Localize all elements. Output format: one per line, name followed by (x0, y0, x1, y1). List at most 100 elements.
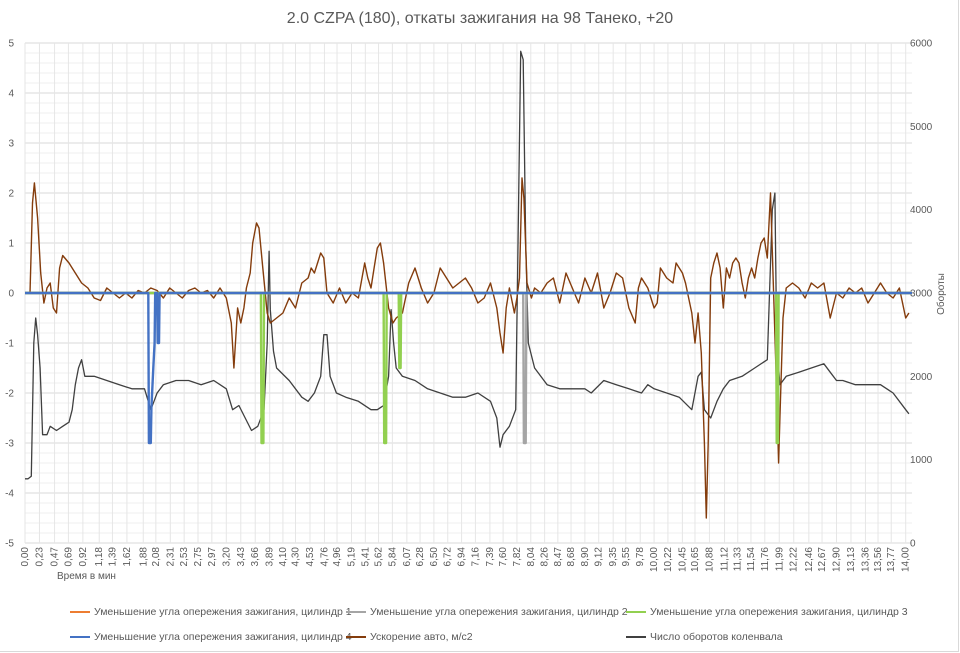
legend-item-rpm: Число оборотов коленвала (626, 631, 783, 643)
x-tick-label: 0,69 (63, 547, 74, 567)
x-tick-label: 5,19 (346, 547, 357, 567)
left-tick-label: -2 (5, 389, 14, 400)
legend-swatch (70, 611, 90, 613)
series-lines (25, 50, 912, 519)
left-tick-label: 3 (8, 139, 14, 150)
x-tick-label: 10,45 (677, 547, 688, 572)
right-tick-label: 3000 (910, 289, 933, 300)
legend-label: Число оборотов коленвала (650, 631, 783, 643)
x-tick-label: 13,36 (860, 547, 871, 572)
x-tick-label: 5,62 (374, 547, 385, 567)
x-tick-label: 11,33 (733, 547, 744, 572)
x-tick-label: 0,23 (34, 547, 45, 567)
x-tick-label: 5,41 (360, 547, 371, 567)
legend-label: Уменьшение угла опережения зажигания, ци… (94, 631, 352, 643)
x-tick-label: 4,10 (278, 547, 289, 567)
x-tick-label: 11,99 (774, 547, 785, 572)
x-tick-label: 1,18 (94, 547, 105, 567)
x-tick-label: 8,68 (566, 547, 577, 567)
x-tick-label: 1,39 (107, 547, 118, 567)
x-tick-label: 9,35 (608, 547, 619, 567)
x-tick-label: 1,88 (138, 547, 149, 567)
x-tick-label: 12,90 (832, 547, 843, 572)
legend-item-cyl2: Уменьшение угла опережения зажигания, ци… (346, 606, 628, 618)
left-axis: 5 4 3 2 1 0 -1 -2 -3 -4 -5 (5, 39, 14, 550)
x-tick-label: 4,30 (291, 547, 302, 567)
x-tick-label: 5,84 (387, 547, 398, 567)
x-tick-label: 8,90 (580, 547, 591, 567)
x-tick-label: 6,72 (443, 547, 454, 567)
x-tick-label: 4,96 (332, 547, 343, 567)
legend-swatch (626, 611, 646, 613)
x-tick-label: 3,20 (221, 547, 232, 567)
x-tick-label: 10,22 (663, 547, 674, 572)
x-tick-label: 10,88 (704, 547, 715, 572)
x-tick-label: 10,00 (649, 547, 660, 572)
legend-label: Ускорение авто, м/с2 (370, 631, 473, 643)
x-tick-label: 0,92 (78, 547, 89, 567)
left-tick-label: -1 (5, 339, 14, 350)
x-tick-label: 2,53 (179, 547, 190, 567)
left-tick-label: 2 (8, 189, 14, 200)
left-tick-label: 1 (8, 239, 14, 250)
x-tick-label: 8,04 (526, 547, 537, 567)
x-tick-label: 4,76 (319, 547, 330, 567)
x-tick-label: 11,54 (746, 547, 757, 572)
x-tick-label: 2,75 (193, 547, 204, 567)
x-tick-label: 8,26 (540, 547, 551, 567)
x-axis-title: Время в мин (57, 571, 116, 582)
x-tick-label: 13,13 (846, 547, 857, 572)
chart-title: 2.0 CZPA (180), откаты зажигания на 98 Т… (286, 10, 674, 27)
x-tick-label: 7,39 (485, 547, 496, 567)
x-tick-label: 1,62 (122, 547, 133, 567)
x-tick-label: 0,00 (20, 547, 31, 567)
x-tick-label: 11,76 (760, 547, 771, 572)
left-tick-label: 4 (8, 89, 14, 100)
legend-label: Уменьшение угла опережения зажигания, ци… (650, 606, 908, 618)
x-tick-label: 4,53 (305, 547, 316, 567)
x-tick-label: 7,82 (512, 547, 523, 567)
legend-swatch (626, 636, 646, 638)
x-tick-label: 2,97 (207, 547, 218, 567)
x-tick-label: 3,66 (250, 547, 261, 567)
legend-item-acceleration: Ускорение авто, м/с2 (346, 631, 473, 643)
legend-item-cyl3: Уменьшение угла опережения зажигания, ци… (626, 606, 908, 618)
x-tick-label: 9,78 (635, 547, 646, 567)
x-tick-label: 9,55 (621, 547, 632, 567)
left-tick-label: -4 (5, 489, 14, 500)
x-tick-label: 10,65 (690, 547, 701, 572)
series-line-5 (25, 50, 910, 480)
x-tick-label: 7,60 (498, 547, 509, 567)
right-tick-label: 6000 (910, 39, 933, 50)
right-tick-label: 1000 (910, 455, 933, 466)
left-tick-label: -5 (5, 539, 14, 550)
series-line-3 (25, 291, 912, 445)
right-tick-label: 0 (910, 539, 916, 550)
x-tick-label: 9,12 (594, 547, 605, 567)
legend-swatch (346, 636, 366, 638)
x-tick-label: 12,67 (817, 547, 828, 572)
legend-label: Уменьшение угла опережения зажигания, ци… (370, 606, 628, 618)
x-tick-label: 13,77 (886, 547, 897, 572)
left-tick-label: -3 (5, 439, 14, 450)
x-tick-label: 14,00 (901, 547, 912, 572)
x-tick-label: 6,28 (415, 547, 426, 567)
left-tick-label: 0 (8, 289, 14, 300)
legend-swatch (346, 611, 366, 613)
x-tick-label: 6,94 (457, 547, 468, 567)
series-line-4 (25, 177, 910, 519)
x-tick-label: 6,07 (402, 547, 413, 567)
left-tick-label: 5 (8, 39, 14, 50)
x-axis: 0,00 0,23 0,47 0,69 0,92 1,18 1,39 1,62 1,88 2,08… (20, 547, 912, 572)
x-tick-label: 13,56 (873, 547, 884, 572)
x-tick-label: 2,08 (151, 547, 162, 567)
x-tick-label: 12,46 (804, 547, 815, 572)
x-tick-label: 11,12 (720, 547, 731, 572)
x-tick-label: 3,43 (236, 547, 247, 567)
x-tick-label: 6,50 (429, 547, 440, 567)
legend: Уменьшение угла опережения зажигания, ци… (70, 606, 950, 646)
right-tick-label: 5000 (910, 122, 933, 133)
x-tick-label: 12,22 (789, 547, 800, 572)
right-tick-label: 2000 (910, 372, 933, 383)
